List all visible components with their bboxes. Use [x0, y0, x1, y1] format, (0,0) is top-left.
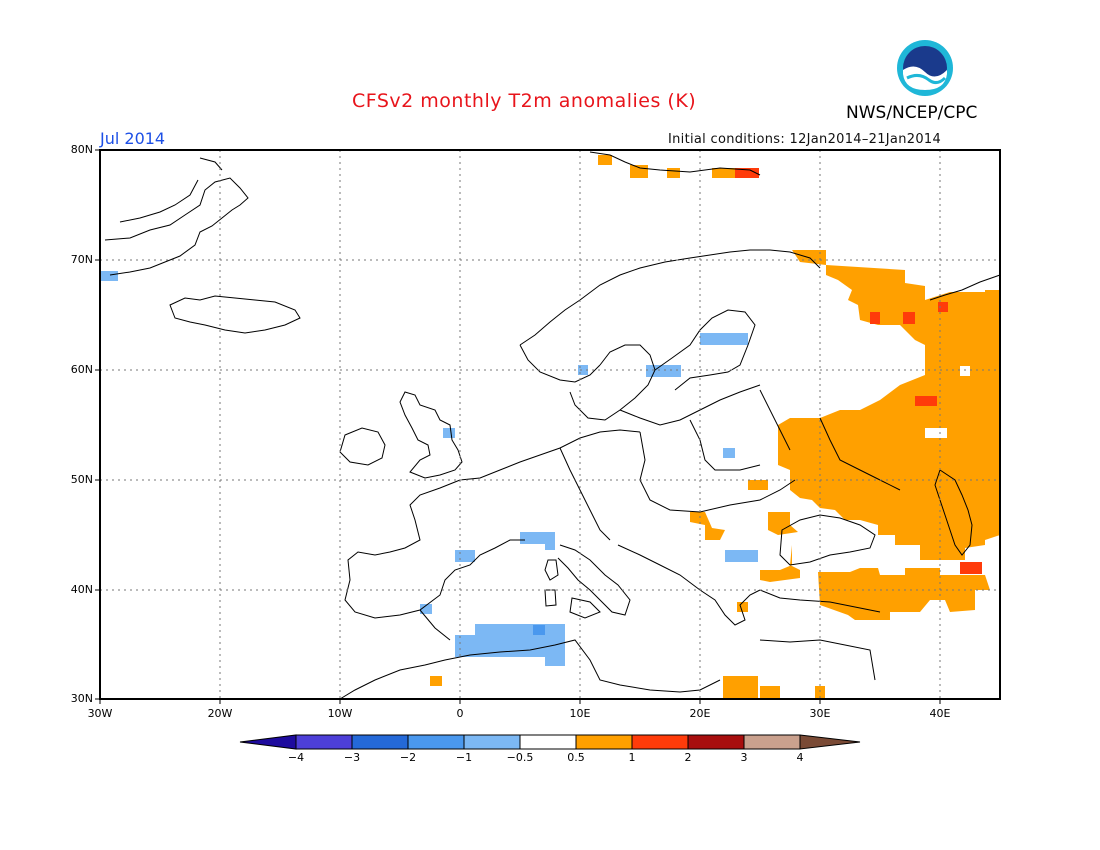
lon-label: 10E — [569, 707, 591, 720]
map-panel — [95, 149, 1001, 704]
colorbar-label: −3 — [343, 751, 361, 764]
lon-label: 30E — [809, 707, 831, 720]
lon-label: 40E — [929, 707, 951, 720]
colorbar-label: 2 — [684, 751, 692, 764]
lon-label: 20W — [207, 707, 233, 720]
lat-label: 80N — [70, 143, 93, 156]
lon-label: 20E — [689, 707, 711, 720]
colorbar-label: 1 — [628, 751, 636, 764]
colorbar-arrow-right — [799, 734, 861, 750]
colorbar-label: 0.5 — [567, 751, 585, 764]
neutral-region — [925, 366, 970, 438]
coastlines — [104, 151, 1001, 700]
grid-lines — [100, 150, 1000, 699]
warm-anomaly-region — [430, 155, 1000, 699]
lat-label: 30N — [70, 692, 93, 705]
colorbar-label: 4 — [796, 751, 804, 764]
strong-warm-anomaly-region — [735, 168, 982, 574]
axis-ticks — [95, 149, 941, 704]
lon-label: 30W — [87, 707, 113, 720]
lat-label: 50N — [70, 473, 93, 486]
lat-label: 70N — [70, 253, 93, 266]
colorbar-label: −4 — [287, 751, 305, 764]
colorbar-label: −1 — [455, 751, 473, 764]
lat-label: 60N — [70, 363, 93, 376]
chart-title: CFSv2 monthly T2m anomalies (K) — [352, 90, 697, 112]
lat-label: 40N — [70, 583, 93, 596]
lon-label: 0 — [456, 707, 464, 720]
colorbar-label: −0.5 — [506, 751, 534, 764]
colorbar — [239, 734, 861, 750]
noaa-logo-icon — [897, 40, 953, 96]
colorbar-arrow-left — [239, 734, 297, 750]
colorbar-label: −2 — [399, 751, 417, 764]
initial-conditions: Initial conditions: 12Jan2014–21Jan2014 — [668, 132, 942, 147]
agency-label: NWS/NCEP/CPC — [846, 103, 978, 123]
colorbar-label: 3 — [740, 751, 748, 764]
forecast-month: Jul 2014 — [100, 129, 166, 148]
lon-label: 10W — [327, 707, 353, 720]
map-frame — [99, 149, 1001, 700]
